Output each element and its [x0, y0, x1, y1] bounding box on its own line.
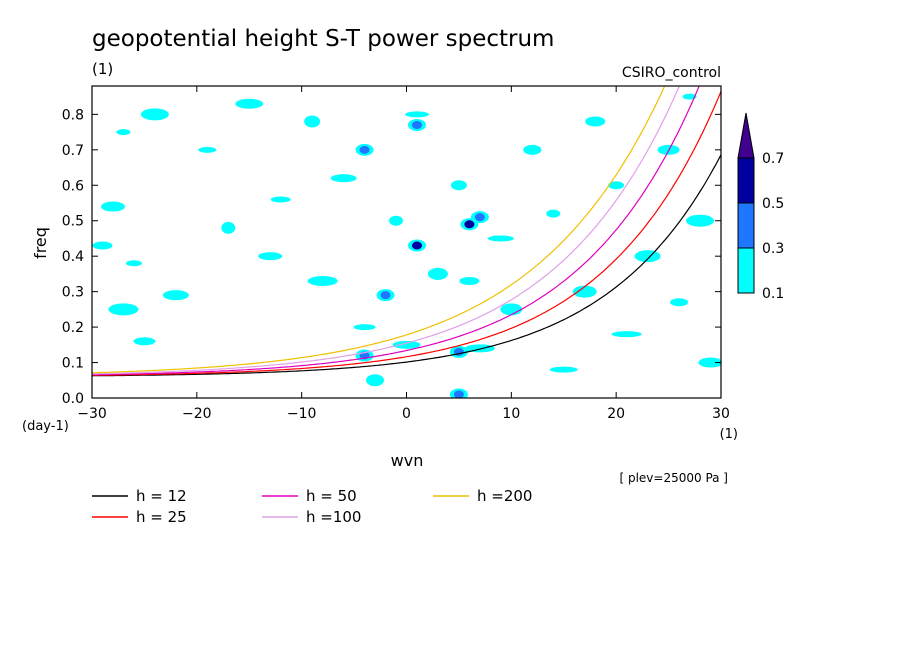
contour-patch [330, 174, 357, 183]
contour-patch [427, 267, 448, 280]
x-tick-label: −10 [287, 406, 317, 422]
contour-patch [549, 366, 578, 373]
y-tick-label: 0.7 [62, 143, 84, 159]
x-tick-label: 10 [502, 406, 520, 422]
contour-patch [500, 303, 523, 316]
contour-patch [453, 390, 464, 398]
contour-patch [464, 220, 475, 229]
contour-patch [359, 145, 370, 154]
y-tick-label: 0.8 [62, 107, 84, 123]
curve-h100 [92, 86, 681, 375]
x-tick-label: 30 [712, 406, 730, 422]
y-tick-label: 0.6 [62, 178, 84, 194]
contour-patch [523, 144, 542, 155]
curve-h200 [92, 86, 666, 374]
contour-patch [611, 331, 642, 338]
curve-h25 [92, 91, 721, 376]
y-tick-label: 0.0 [62, 391, 84, 407]
x-tick-label: −20 [182, 406, 212, 422]
units-label: (1) [92, 60, 113, 78]
contour-patch [389, 215, 404, 226]
legend-label: h = 25 [136, 508, 187, 526]
contour-patch [608, 181, 625, 190]
legend-label: h =100 [306, 508, 361, 526]
contour-patch [572, 285, 597, 298]
y-unit-label: (day-1) [22, 419, 69, 434]
colorbar-cap [737, 112, 755, 159]
contour-patches [92, 93, 721, 398]
y-tick-label: 0.5 [62, 214, 84, 230]
y-tick-label: 0.2 [62, 320, 84, 336]
axis-ticks: −30 −20 −10 0 10 20 30 0.0 0.1 0.2 0.3 0.4 0.5 0.6 0.7… [62, 86, 730, 422]
y-tick-label: 0.1 [62, 356, 84, 372]
contour-patch [116, 129, 131, 136]
plot-area: −30 −20 −10 0 10 20 30 0.0 0.1 0.2 0.3 0.4 0.5 0.6 0.7… [62, 85, 730, 422]
colorbar: 0.7 0.5 0.3 0.1 [737, 112, 784, 302]
legend: h = 12 h = 25 h = 50 h =100 h =200 [92, 487, 532, 526]
contour-patch [474, 213, 485, 222]
contour-patch [411, 121, 422, 129]
contour-patch [392, 340, 421, 349]
colorbar-label: 0.5 [762, 196, 784, 212]
legend-label: h = 12 [136, 487, 187, 505]
contour-patch [380, 291, 391, 300]
contour-patch [235, 98, 264, 109]
contour-patch [670, 298, 689, 307]
contour-patch [198, 146, 217, 153]
contour-patch [682, 93, 697, 100]
chart-title: geopotential height S-T power spectrum [92, 26, 554, 52]
x-tick-label: 0 [402, 406, 411, 422]
contour-patch [546, 209, 561, 218]
contour-patch [125, 260, 142, 267]
model-label: CSIRO_control [622, 65, 721, 81]
contour-patch [353, 324, 376, 331]
contour-patch [450, 180, 467, 191]
x-tick-label: 20 [607, 406, 625, 422]
y-axis-label: freq [31, 227, 50, 259]
contour-patch [108, 303, 139, 316]
colorbar-label: 0.1 [762, 286, 784, 302]
colorbar-label: 0.3 [762, 241, 784, 257]
y-tick-label: 0.4 [62, 249, 84, 265]
colorbar-segment [737, 202, 755, 249]
y-tick-label: 0.3 [62, 285, 84, 301]
contour-patch [411, 241, 422, 250]
contour-patch [634, 250, 661, 263]
legend-label: h = 50 [306, 487, 357, 505]
contour-patch [100, 201, 125, 212]
colorbar-segment [737, 157, 755, 204]
contour-patch [162, 290, 189, 301]
contour-patch [585, 116, 606, 127]
contour-patch [133, 337, 156, 346]
x-tick-label: −30 [77, 406, 107, 422]
contour-patch [487, 235, 514, 242]
colorbar-segment [737, 247, 755, 294]
contour-patch [366, 374, 385, 387]
contour-patch [459, 277, 480, 285]
contour-patch [307, 276, 338, 286]
curve-h12 [92, 154, 721, 377]
plot-background [92, 86, 721, 398]
contour-patch [92, 241, 113, 250]
contour-patch [698, 357, 721, 368]
dispersion-curves [92, 86, 721, 377]
contour-patch [221, 221, 236, 234]
x-unit-label: (1) [720, 427, 738, 442]
contour-patch [404, 111, 429, 118]
curve-h50 [92, 86, 700, 376]
colorbar-label: 0.7 [762, 151, 784, 167]
level-note: [ plev=25000 Pa ] [619, 471, 728, 485]
contour-patch [686, 214, 715, 227]
x-axis-label: wvn [391, 451, 424, 470]
contour-patch [270, 196, 291, 203]
legend-label: h =200 [477, 487, 532, 505]
contour-patch [258, 252, 283, 261]
contour-patch [304, 115, 321, 128]
contour-patch [140, 108, 169, 121]
